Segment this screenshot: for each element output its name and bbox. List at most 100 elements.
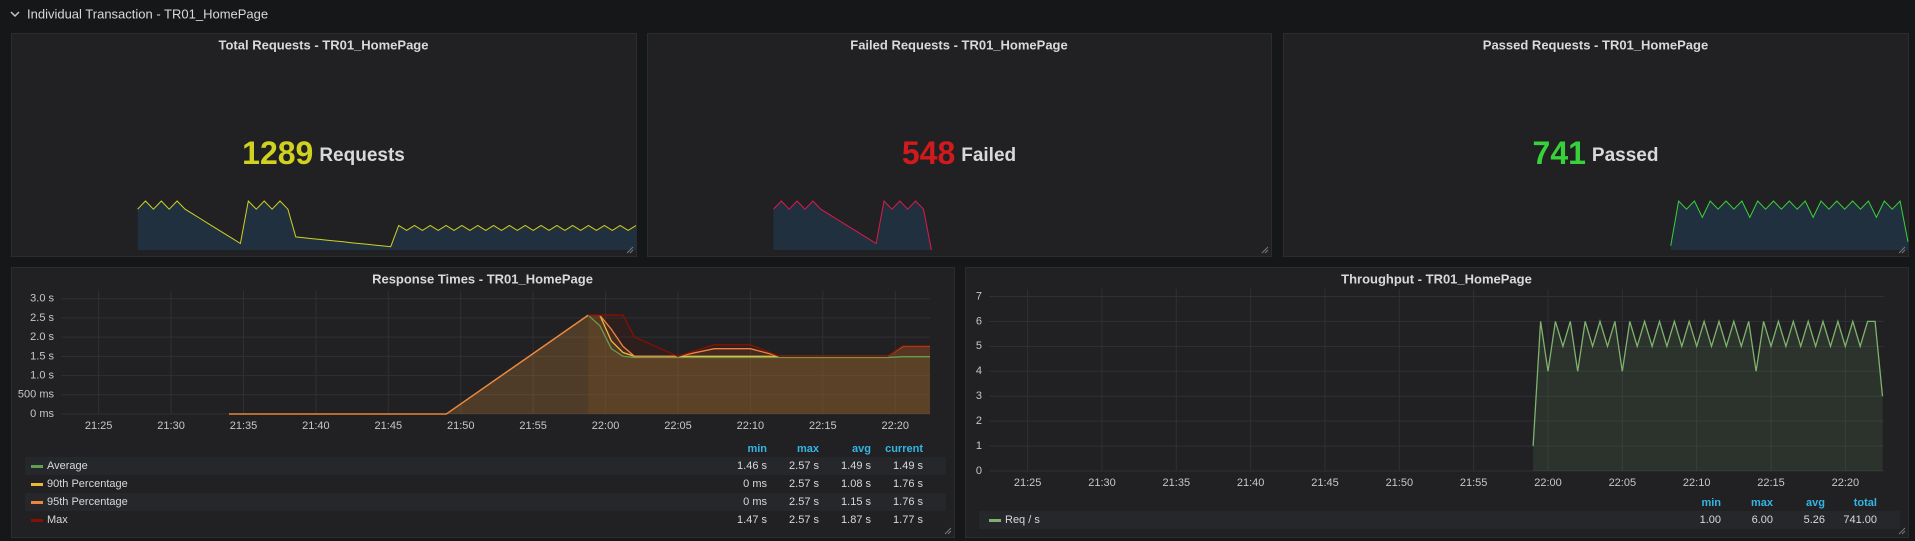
y-tick-label: 4	[976, 365, 982, 377]
x-tick-label: 21:25	[1014, 477, 1042, 489]
resize-handle	[1898, 246, 1906, 254]
stat-unit: Requests	[319, 145, 405, 166]
legend-header: min	[747, 443, 767, 455]
x-tick-label: 21:40	[1237, 477, 1265, 489]
legend-value: 1.08 s	[841, 478, 871, 490]
legend-swatch	[31, 501, 43, 504]
series-area	[588, 315, 930, 414]
sparkline-line	[773, 199, 932, 251]
row-collapse-icon[interactable]	[10, 11, 20, 18]
legend-value: 1.87 s	[841, 514, 871, 526]
legend-value: 0 ms	[743, 496, 767, 508]
stat-number: 548	[902, 135, 955, 171]
panel-title: Throughput - TR01_HomePage	[1341, 271, 1532, 286]
x-tick-label: 21:35	[230, 420, 258, 432]
legend-name: 90th Percentage	[47, 478, 128, 490]
y-tick-label: 3	[976, 390, 982, 402]
resize-handle	[1261, 246, 1269, 254]
y-tick-label: 0 ms	[30, 408, 54, 420]
legend-value: 1.49 s	[893, 460, 923, 472]
x-tick-label: 21:40	[302, 420, 330, 432]
legend-row	[979, 511, 1900, 529]
x-tick-label: 21:55	[1460, 477, 1488, 489]
stat-value: 741 Passed	[1533, 135, 1659, 171]
y-tick-label: 1.0 s	[30, 369, 54, 381]
legend-header: total	[1854, 497, 1877, 509]
series-area	[588, 315, 930, 414]
x-tick-label: 21:30	[157, 420, 185, 432]
panel-title: Response Times - TR01_HomePage	[372, 271, 593, 286]
resize-handle	[944, 527, 952, 535]
y-tick-label: 2	[976, 415, 982, 427]
legend-swatch	[31, 483, 43, 486]
x-tick-label: 22:00	[592, 420, 620, 432]
x-tick-label: 22:00	[1534, 477, 1562, 489]
legend-swatch	[31, 519, 43, 522]
x-tick-label: 21:30	[1088, 477, 1116, 489]
legend-name: Max	[47, 514, 68, 526]
legend-value: 2.57 s	[789, 460, 819, 472]
legend-header: min	[1701, 497, 1721, 509]
panel-title: Total Requests - TR01_HomePage	[219, 37, 429, 52]
x-tick-label: 22:10	[1683, 477, 1711, 489]
stat-unit: Passed	[1592, 145, 1659, 166]
panel	[647, 33, 1272, 257]
sparkline-area	[773, 201, 932, 250]
legend-value: 1.00	[1700, 514, 1721, 526]
row-title[interactable]: Individual Transaction - TR01_HomePage	[27, 6, 268, 21]
x-tick-label: 22:15	[1757, 477, 1785, 489]
legend-value: 1.77 s	[893, 514, 923, 526]
series-area	[1533, 321, 1883, 471]
y-tick-label: 500 ms	[18, 389, 55, 401]
y-tick-label: 7	[976, 290, 982, 302]
stat-number: 1289	[242, 135, 313, 171]
panel	[965, 267, 1909, 538]
x-tick-label: 21:45	[1311, 477, 1339, 489]
legend-row	[25, 457, 946, 475]
legend-swatch	[989, 519, 1001, 522]
y-tick-label: 0	[976, 465, 982, 477]
legend-header: max	[797, 443, 820, 455]
x-tick-label: 21:45	[375, 420, 403, 432]
legend-value: 0 ms	[743, 478, 767, 490]
x-tick-label: 21:55	[519, 420, 547, 432]
x-tick-label: 21:35	[1163, 477, 1191, 489]
legend-value: 1.76 s	[893, 496, 923, 508]
legend-header: max	[1751, 497, 1774, 509]
series-area	[229, 315, 930, 414]
legend-value: 2.57 s	[789, 514, 819, 526]
legend-header: avg	[1806, 497, 1825, 509]
x-tick-label: 22:20	[1832, 477, 1860, 489]
series-area	[229, 315, 930, 414]
series-line	[588, 314, 930, 357]
legend-value: 5.26	[1804, 514, 1825, 526]
x-tick-label: 21:50	[447, 420, 475, 432]
x-tick-label: 22:15	[809, 420, 837, 432]
x-tick-label: 21:25	[85, 420, 113, 432]
sparkline-line	[137, 199, 637, 248]
x-tick-label: 22:05	[1609, 477, 1637, 489]
y-tick-label: 3.0 s	[30, 293, 54, 305]
panel-title: Failed Requests - TR01_HomePage	[850, 37, 1067, 52]
stat-unit: Failed	[961, 145, 1016, 166]
legend-value: 1.47 s	[737, 514, 767, 526]
legend-value: 2.57 s	[789, 496, 819, 508]
x-tick-label: 22:05	[664, 420, 692, 432]
x-tick-label: 22:20	[881, 420, 909, 432]
legend-name: Req / s	[1005, 514, 1040, 526]
x-tick-label: 22:10	[737, 420, 765, 432]
legend-value: 1.15 s	[841, 496, 871, 508]
series-line	[587, 314, 930, 359]
resize-handle	[626, 246, 634, 254]
legend-value: 6.00	[1752, 514, 1773, 526]
x-tick-label: 21:50	[1386, 477, 1414, 489]
legend-value: 741.00	[1843, 514, 1877, 526]
y-tick-label: 2.5 s	[30, 312, 54, 324]
legend-header: avg	[852, 443, 871, 455]
panel-title: Passed Requests - TR01_HomePage	[1483, 37, 1708, 52]
stat-number: 741	[1533, 135, 1586, 171]
panel	[11, 33, 637, 257]
legend-swatch	[31, 465, 43, 468]
y-tick-label: 2.0 s	[30, 331, 54, 343]
